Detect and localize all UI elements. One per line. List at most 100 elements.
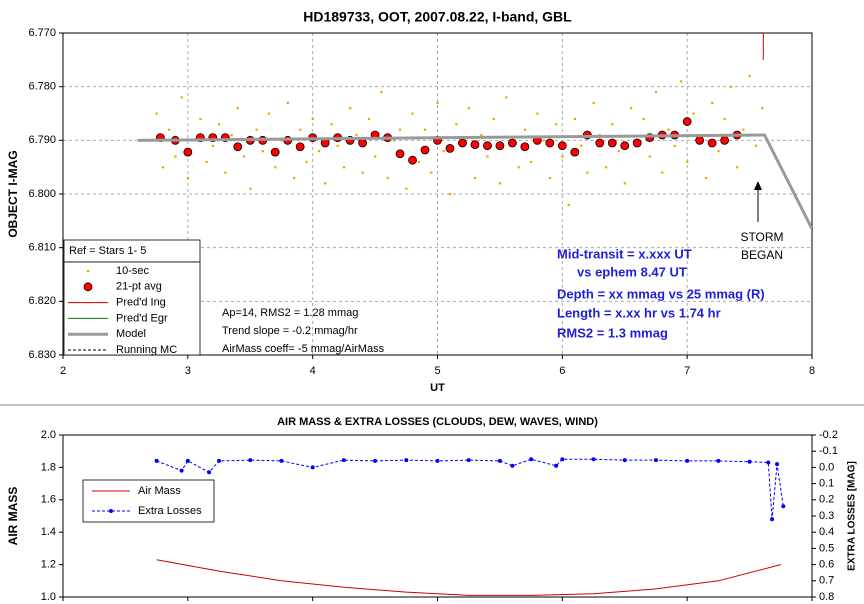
data-point: [205, 160, 208, 163]
y-axis-title: OBJECT I-MAG: [6, 150, 20, 237]
data-point: [199, 117, 202, 121]
data-marker: [682, 117, 692, 126]
series-line: [156, 559, 781, 596]
plot-frame: [62, 32, 813, 356]
data-point: [218, 123, 221, 126]
legend-swatch: [87, 270, 90, 273]
legend-label: Model: [116, 328, 146, 340]
data-point: [342, 166, 346, 169]
data-point: [249, 187, 252, 190]
y2-axis-title: EXTRA LOSSES [MAG]: [847, 461, 858, 571]
data-point: [667, 128, 670, 131]
data-point: [399, 128, 402, 131]
y-tick-label: 1.2: [41, 559, 56, 571]
data-point: [673, 144, 676, 147]
data-point: [286, 101, 289, 104]
data-point: [255, 128, 258, 131]
y-tick-label: 6.780: [28, 81, 56, 93]
data-point: [704, 176, 708, 180]
data-point: [580, 144, 583, 147]
data-point: [174, 155, 177, 158]
data-point: [679, 80, 683, 83]
data-marker: [483, 141, 492, 151]
data-marker: [554, 463, 559, 468]
y2-tick-label: -0.1: [819, 445, 838, 457]
y-tick-label: 6.830: [28, 349, 56, 361]
data-point: [261, 150, 264, 153]
data-point: [392, 139, 396, 142]
data-marker: [154, 458, 159, 463]
data-point: [530, 160, 533, 163]
y2-tick-label: 0.5: [819, 542, 834, 554]
data-point: [180, 96, 183, 99]
data-marker: [766, 460, 771, 465]
x-tick-label: 6: [559, 365, 565, 377]
data-marker: [270, 147, 280, 157]
data-point: [642, 117, 645, 121]
data-point: [567, 203, 570, 206]
annotation: Ap=14, RMS2 = 1.28 mmag: [222, 307, 358, 319]
series-line: [137, 133, 812, 230]
data-point: [161, 166, 165, 169]
y-tick-label: 1.4: [41, 526, 56, 538]
y-tick-label: 6.790: [28, 134, 56, 146]
data-point: [742, 128, 745, 131]
data-marker: [408, 155, 417, 165]
data-point: [617, 150, 620, 153]
data-point: [386, 176, 389, 180]
data-point: [473, 176, 477, 180]
data-marker: [404, 458, 409, 463]
data-marker: [495, 141, 505, 151]
x-tick-label: 4: [310, 365, 316, 377]
data-marker: [707, 138, 717, 148]
data-point: [467, 107, 470, 110]
legend-label: Air Mass: [138, 485, 181, 497]
y2-tick-label: 0.4: [819, 526, 834, 538]
data-point: [692, 112, 695, 115]
chart-title: AIR MASS & EXTRA LOSSES (CLOUDS, DEW, WA…: [277, 416, 598, 428]
data-point: [274, 166, 277, 169]
data-point: [661, 171, 664, 174]
data-point: [548, 176, 552, 180]
data-point: [736, 166, 739, 169]
data-marker: [279, 458, 284, 463]
y-tick-label: 6.810: [28, 242, 56, 254]
data-point: [424, 128, 427, 131]
data-point: [330, 123, 333, 126]
data-point: [361, 171, 364, 174]
data-marker: [595, 138, 605, 148]
legend-box: [63, 261, 201, 356]
data-marker: [770, 517, 775, 522]
data-point: [230, 133, 233, 137]
data-point: [186, 176, 190, 180]
data-point: [430, 171, 433, 174]
data-point: [505, 96, 508, 99]
data-point: [729, 85, 733, 88]
data-marker: [695, 135, 705, 145]
data-point: [436, 101, 439, 104]
data-point: [623, 182, 626, 185]
data-marker: [217, 458, 222, 463]
series-group: [137, 33, 812, 230]
y2-tick-label: -0.2: [819, 429, 838, 441]
data-point: [761, 107, 764, 110]
data-marker: [179, 468, 184, 473]
data-point: [711, 101, 714, 104]
data-marker: [310, 465, 315, 470]
data-marker: [395, 149, 405, 159]
data-marker: [466, 458, 471, 463]
data-marker: [185, 458, 190, 463]
annotation: RMS2 = 1.3 mmag: [557, 325, 668, 340]
data-marker: [557, 141, 567, 151]
data-point: [629, 107, 633, 110]
data-marker: [233, 142, 243, 152]
legend-label: 21-pt avg: [116, 281, 162, 293]
x-tick-label: 8: [809, 365, 815, 377]
data-marker: [781, 504, 786, 509]
data-point: [573, 117, 577, 121]
data-point: [517, 166, 520, 169]
y2-tick-label: 0.2: [819, 494, 834, 506]
x-tick-label: 2: [60, 365, 66, 377]
annotation: vs ephem 8.47 UT: [577, 264, 687, 279]
